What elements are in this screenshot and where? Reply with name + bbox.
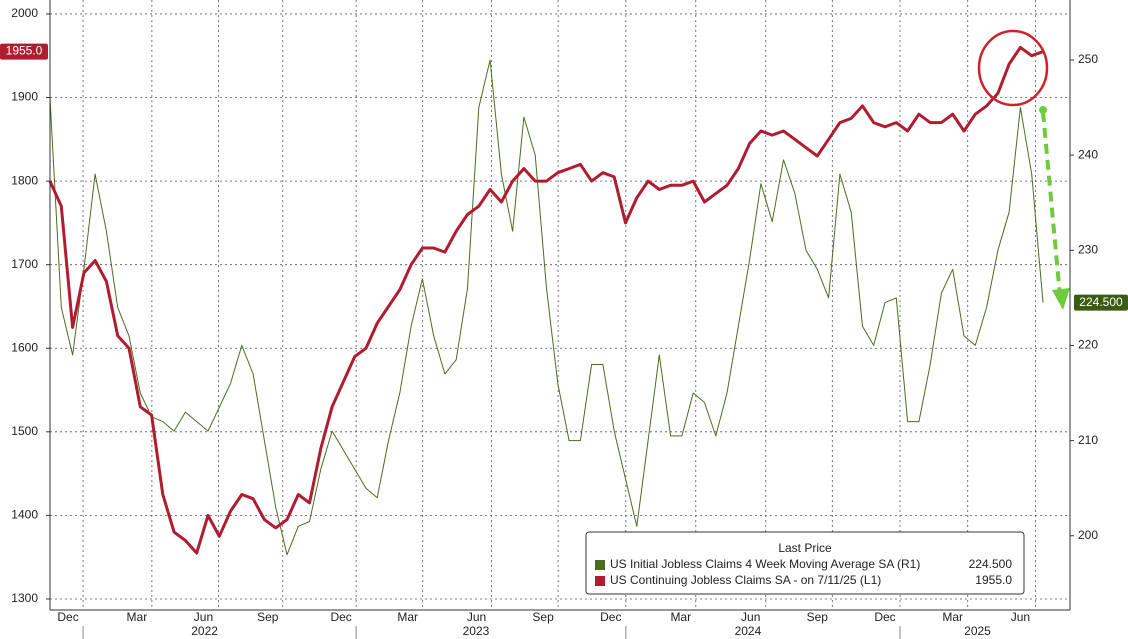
y2-tick-label: 240 [1078, 147, 1098, 161]
legend-value: 1955.0 [975, 573, 1012, 587]
y-tick-label: 1400 [11, 508, 38, 522]
series-line [49, 59, 1044, 556]
y2-tick-label: 250 [1078, 52, 1098, 66]
last-value-label: 224.500 [1079, 295, 1123, 309]
y-tick-label: 1500 [11, 424, 38, 438]
x-tick-label: Jun [194, 610, 213, 624]
y2-tick-label: 220 [1078, 338, 1098, 352]
y2-tick-label: 200 [1078, 528, 1098, 542]
x-tick-label: Dec [330, 610, 351, 624]
x-tick-label: Mar [942, 610, 963, 624]
y-tick-label: 1700 [11, 257, 38, 271]
legend-value: 224.500 [969, 557, 1013, 571]
y-tick-label: 1300 [11, 591, 38, 605]
last-value-box [0, 43, 48, 60]
x-tick-label: Jun [1011, 610, 1030, 624]
trend-arrow [1041, 111, 1062, 297]
grid [50, 0, 1070, 610]
legend-swatch [595, 560, 605, 570]
year-label: 2024 [735, 624, 762, 638]
plot [48, 45, 1044, 556]
x-tick-label: Dec [600, 610, 621, 624]
arrow-head [1052, 288, 1070, 310]
highlight-ellipse [977, 29, 1049, 107]
legend-swatch [595, 576, 605, 586]
y2-tick-label: 210 [1078, 433, 1098, 447]
legend-label: US Initial Jobless Claims 4 Week Moving … [610, 557, 920, 571]
x-tick-label: Mar [397, 610, 418, 624]
year-label: 2022 [191, 624, 218, 638]
y-tick-label: 1800 [11, 173, 38, 187]
x-tick-label: Jun [741, 610, 760, 624]
year-label: 2023 [463, 624, 490, 638]
series-line [48, 45, 1044, 555]
legend-label: US Continuing Jobless Claims SA - on 7/1… [610, 573, 881, 587]
x-tick-label: Sep [257, 610, 279, 624]
x-tick-label: Mar [127, 610, 148, 624]
legend-box [585, 531, 1025, 595]
y2-tick-label: 230 [1078, 242, 1098, 256]
y-tick-label: 1900 [11, 90, 38, 104]
x-tick-label: Dec [874, 610, 895, 624]
y-tick-label: 2000 [11, 6, 38, 20]
year-label: 2025 [964, 624, 991, 638]
y-tick-label: 1600 [11, 340, 38, 354]
x-tick-label: Mar [670, 610, 691, 624]
last-value-label: 1955.0 [6, 44, 43, 58]
x-tick-label: Sep [532, 610, 554, 624]
legend-title: Last Price [778, 541, 832, 555]
legend: Last Price US Initial Jobless Claims 4 W… [585, 531, 1025, 595]
x-tick-label: Sep [807, 610, 829, 624]
last-value-box [1074, 294, 1128, 311]
x-tick-label: Dec [57, 610, 78, 624]
arrow-dot [1039, 106, 1047, 114]
x-tick-label: Jun [467, 610, 486, 624]
